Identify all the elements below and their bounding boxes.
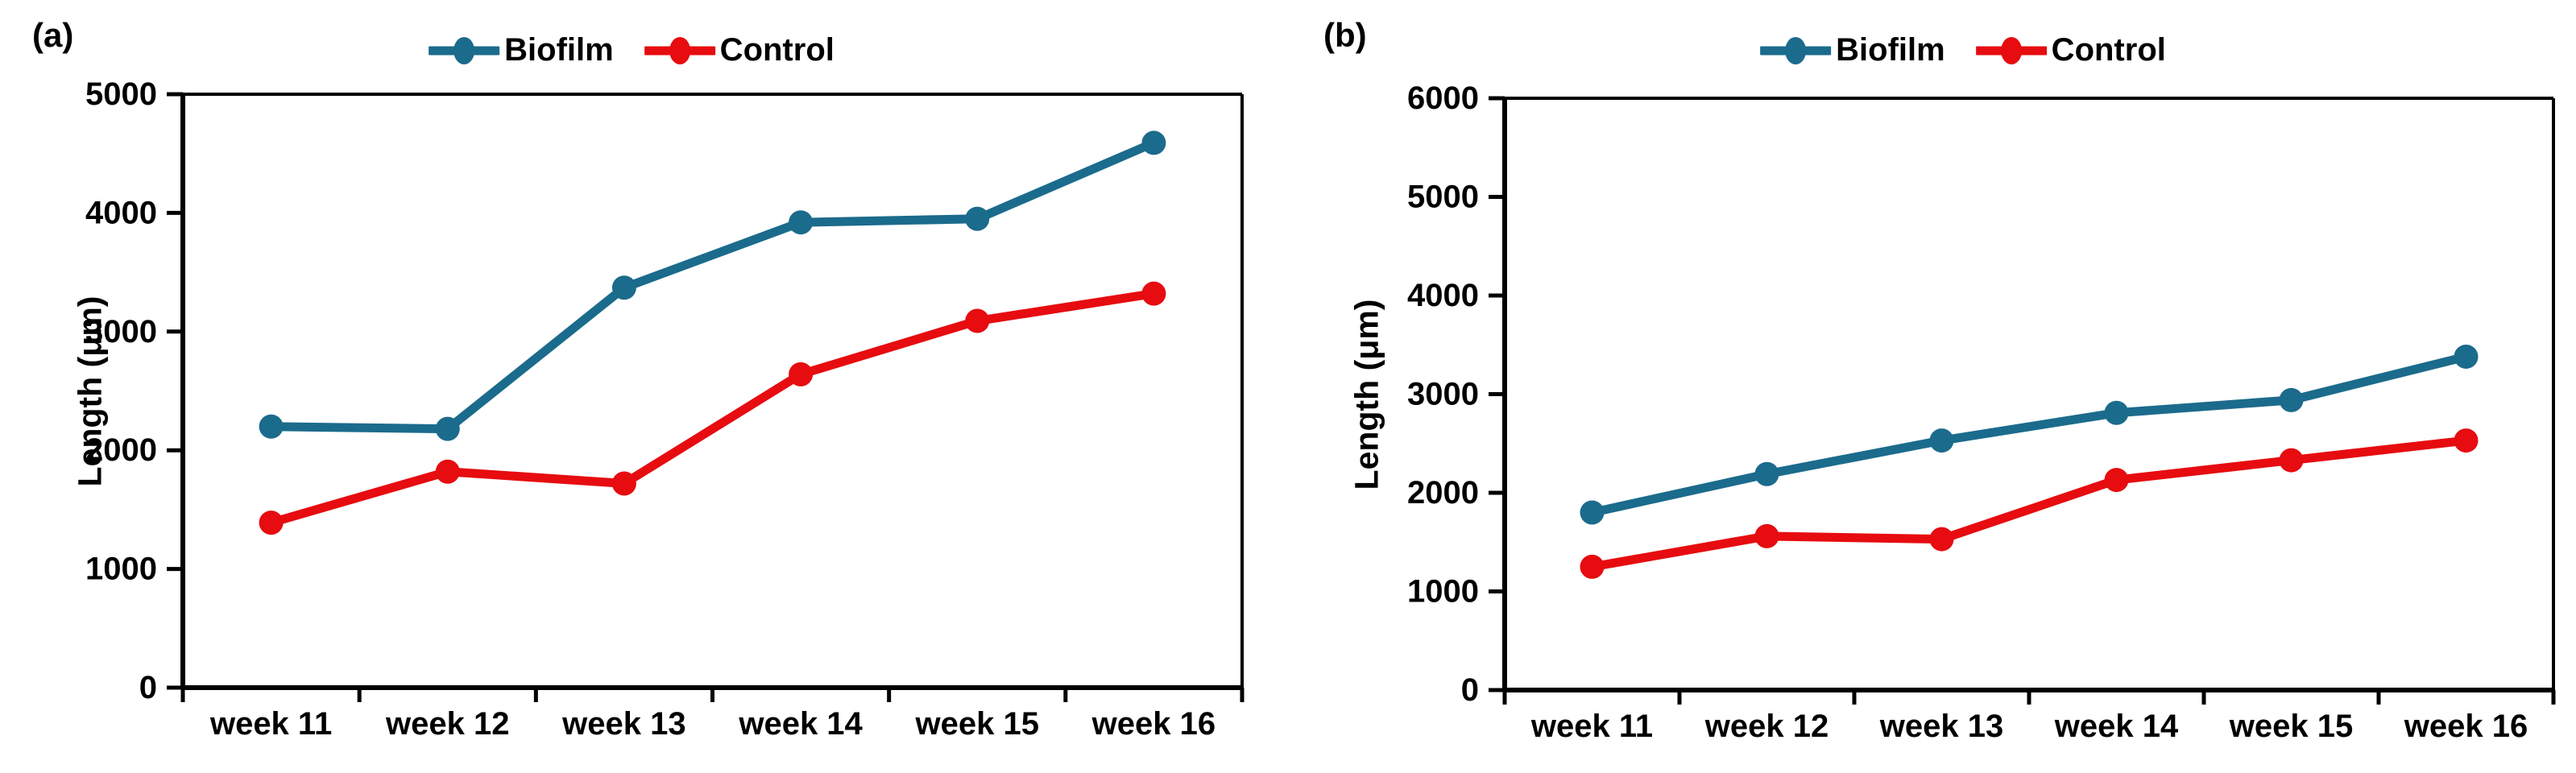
- legend-marker-icon: [644, 36, 715, 64]
- data-point-biofilm: [1754, 461, 1779, 486]
- legend-item-control: Control: [1975, 32, 2166, 68]
- legend-label: Biofilm: [504, 32, 614, 68]
- y-tick-label: 3000: [1407, 377, 1479, 412]
- y-tick-label: 5000: [85, 76, 157, 112]
- legend-item-biofilm: Biofilm: [429, 32, 614, 68]
- line-chart-a: 0 1000 2000 3000 4000 5000 week 11 week 12 week …: [85, 76, 1245, 742]
- data-point-control: [1580, 554, 1605, 579]
- legend-marker-icon: [1975, 36, 2047, 64]
- data-point-biofilm: [965, 206, 990, 231]
- data-point-biofilm: [789, 210, 814, 235]
- y-tick-label: 5000: [1407, 180, 1479, 215]
- data-point-control: [1754, 523, 1779, 548]
- y-tick-label: 4000: [85, 195, 157, 230]
- data-point-control: [2279, 448, 2304, 473]
- data-point-control: [965, 308, 990, 333]
- data-point-biofilm: [1141, 130, 1166, 155]
- y-tick-label: 2000: [85, 432, 157, 468]
- y-tick-label: 0: [1461, 672, 1479, 708]
- data-point-control: [435, 459, 460, 484]
- data-point-biofilm: [259, 414, 284, 439]
- y-tick-label: 4000: [1407, 278, 1479, 313]
- y-tick-label: 3000: [85, 314, 157, 349]
- x-tick-label: week 11: [209, 706, 332, 742]
- legend-label: Control: [719, 32, 835, 68]
- data-point-control: [1929, 527, 1954, 552]
- x-tick-label: week 16: [1091, 706, 1216, 742]
- panel-b-label: (b): [1323, 16, 1367, 54]
- series-line-biofilm: [267, 138, 1158, 434]
- data-point-control: [611, 471, 636, 496]
- y-tick-label: 0: [139, 670, 157, 705]
- legend-panel-a: Biofilm Control: [429, 32, 835, 68]
- data-point-biofilm: [611, 275, 636, 300]
- data-point-control: [789, 362, 814, 386]
- data-point-control: [1141, 281, 1166, 306]
- x-tick-label: week 14: [2054, 709, 2179, 744]
- legend-marker-icon: [1760, 36, 1832, 64]
- data-point-control: [2454, 428, 2479, 453]
- x-tick-label: week 13: [1879, 709, 2003, 744]
- panel-a-label: (a): [32, 16, 74, 54]
- x-tick-label: week 13: [561, 706, 685, 742]
- series-line-biofilm: [1588, 352, 2470, 517]
- legend-panel-b: Biofilm Control: [1760, 32, 2166, 68]
- line-chart-b: 0 1000 2000 3000 4000 5000 6000 week 11 week 12 w…: [1407, 81, 2556, 744]
- x-tick-label: week 15: [2229, 709, 2353, 744]
- panel-a: (a) Biofilm Control Length (μm) 0 1000 2000…: [32, 16, 1245, 742]
- series-line-control: [1588, 436, 2470, 572]
- data-point-control: [2104, 468, 2129, 493]
- data-point-biofilm: [2104, 400, 2129, 425]
- data-point-biofilm: [435, 416, 460, 441]
- data-point-biofilm: [1929, 428, 1954, 453]
- x-tick-label: week 12: [1704, 709, 1828, 744]
- legend-item-control: Control: [644, 32, 835, 68]
- x-tick-label: week 12: [385, 706, 509, 742]
- x-tick-label: week 14: [738, 706, 863, 742]
- legend-label: Control: [2051, 32, 2166, 68]
- series-line-control: [267, 289, 1158, 527]
- y-tick-label: 6000: [1407, 81, 1479, 116]
- y-tick-label: 1000: [85, 552, 157, 587]
- data-point-biofilm: [2454, 344, 2479, 369]
- x-tick-label: week 16: [2404, 709, 2528, 744]
- data-point-biofilm: [1580, 500, 1605, 525]
- legend-item-biofilm: Biofilm: [1760, 32, 1945, 68]
- x-tick-label: week 15: [915, 706, 1039, 742]
- legend-label: Biofilm: [1836, 32, 1945, 68]
- legend-marker-icon: [429, 36, 500, 64]
- panel-b: (b) Biofilm Control Length (μm) 0 1000 2000…: [1288, 0, 2576, 773]
- data-point-biofilm: [2279, 387, 2304, 412]
- y-tick-label: 1000: [1407, 574, 1479, 610]
- x-tick-label: week 11: [1530, 709, 1653, 744]
- data-point-control: [259, 511, 284, 535]
- y-tick-label: 2000: [1407, 475, 1479, 511]
